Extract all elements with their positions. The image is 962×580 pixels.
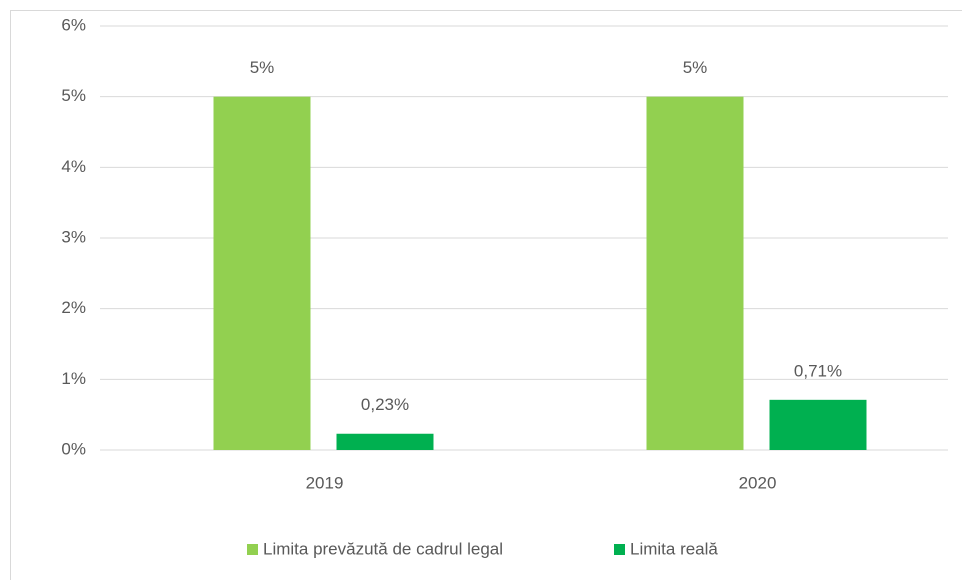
y-tick-label: 0%: [61, 439, 86, 458]
data-label: 5%: [250, 58, 275, 77]
x-tick-label: 2020: [739, 473, 777, 492]
legend-label: Limita reală: [630, 539, 718, 558]
y-tick-label: 1%: [61, 369, 86, 388]
x-tick-label: 2019: [306, 473, 344, 492]
y-tick-label: 4%: [61, 157, 86, 176]
legend-swatch: [614, 544, 625, 555]
y-tick-label: 2%: [61, 298, 86, 317]
bar: [213, 96, 311, 451]
data-label: 0,71%: [794, 361, 842, 380]
data-label: 5%: [683, 58, 708, 77]
bar: [769, 399, 867, 450]
data-label: 0,23%: [361, 395, 409, 414]
legend-swatch: [247, 544, 258, 555]
y-tick-label: 6%: [61, 15, 86, 34]
bar: [336, 433, 434, 450]
bar: [646, 96, 744, 451]
y-tick-label: 5%: [61, 86, 86, 105]
legend-label: Limita prevăzută de cadrul legal: [263, 539, 503, 558]
y-tick-label: 3%: [61, 227, 86, 246]
chart-frame: [10, 10, 962, 580]
